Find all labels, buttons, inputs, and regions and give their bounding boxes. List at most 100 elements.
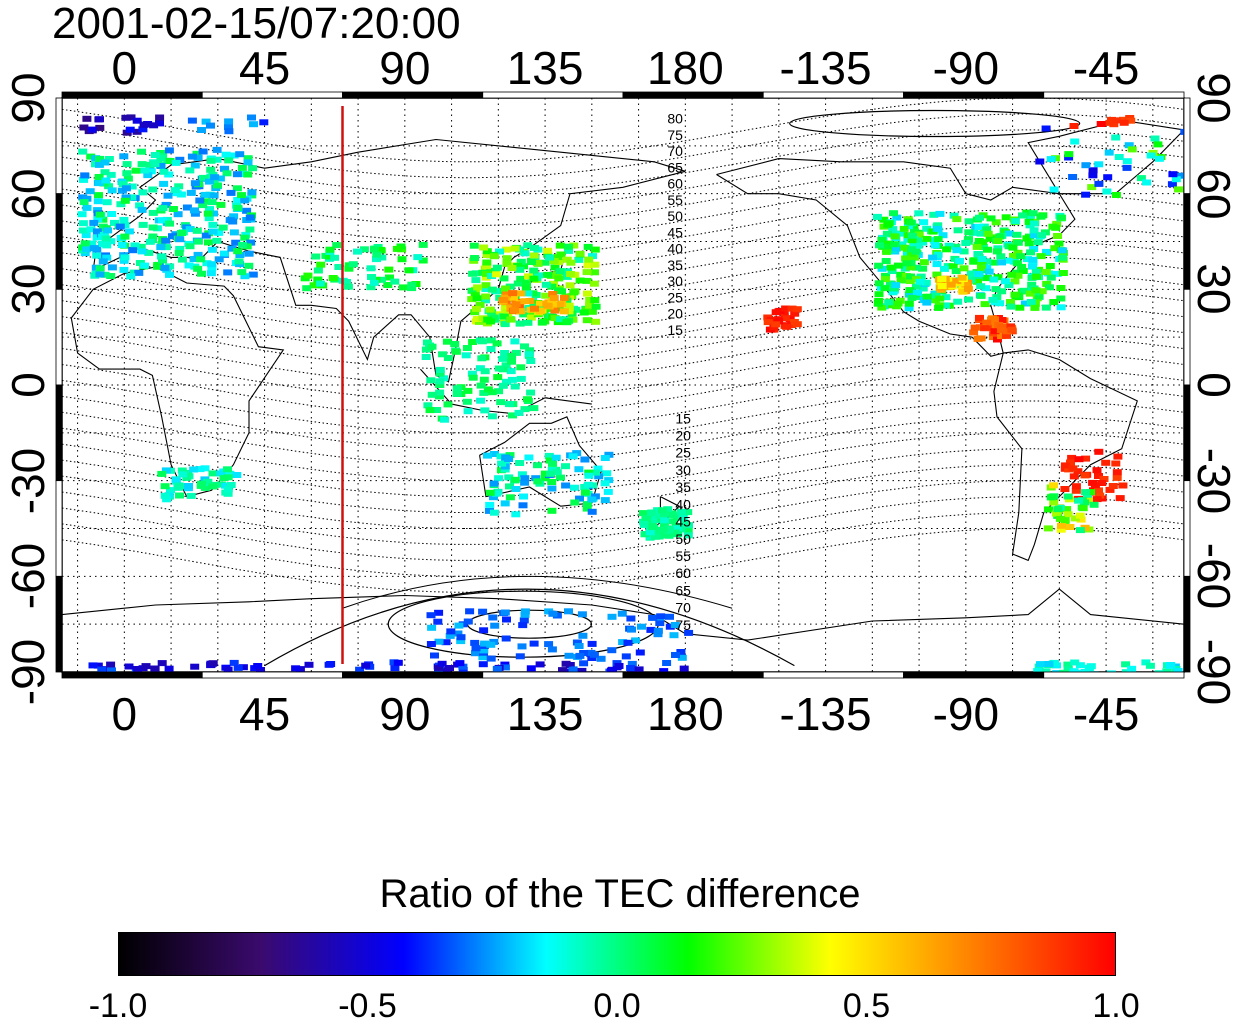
mag-lat-contour [61,145,1185,211]
tec-cell [1113,453,1123,460]
y-tick-label-right: -90 [1188,638,1240,706]
tec-cell [540,470,550,477]
axis-bar-left [55,480,63,577]
tec-cell [390,278,400,285]
tec-cell [1013,239,1023,246]
tec-cell [177,230,186,236]
tec-cell [159,168,169,175]
tec-cell [470,255,480,261]
tec-cell [483,386,493,393]
tec-cell [116,201,126,208]
tec-cell [1007,326,1017,333]
tec-cell [1150,135,1160,142]
tec-cell [219,475,229,482]
tec-cell [520,406,530,413]
tec-cell [520,298,530,305]
tec-cell [330,254,340,261]
tec-cell [1012,260,1022,267]
tec-cell [922,299,932,306]
tec-cell [792,321,802,328]
tec-cell [533,462,542,469]
tec-cell [94,161,104,168]
tec-cell [510,307,519,314]
tec-cell [206,157,216,164]
tec-cell [1018,212,1027,219]
tec-cell [882,248,892,255]
tec-cell [479,627,489,634]
tec-cell [157,660,167,667]
tec-cell [511,349,521,356]
tec-cell [489,314,499,321]
tec-cell [975,214,984,221]
tec-cell [648,614,658,621]
tec-cell [456,634,466,641]
tec-cell [941,294,951,301]
tec-cell [158,257,167,264]
tec-cell [1042,280,1052,287]
tec-cell [1173,668,1183,674]
tec-cell [107,211,117,217]
tec-cell [418,257,428,264]
tec-cell [1024,240,1034,247]
tec-cell [413,254,423,261]
tec-cell [1028,256,1038,263]
tec-cell [437,660,447,667]
tec-cell [996,253,1006,260]
tec-cell [243,171,253,178]
tec-cell [507,353,517,359]
tec-cell [1066,459,1075,466]
tec-cell [880,276,890,283]
tec-cell [1119,119,1129,126]
tec-cell [227,245,237,252]
tec-cell [190,207,199,214]
tec-cell [564,247,573,254]
tec-cell [510,338,520,345]
tec-cell [421,346,431,353]
tec-cell [137,161,147,168]
tec-cell [529,405,539,412]
tec-cell [132,117,142,124]
tec-cell [1073,468,1083,475]
tec-cell [366,284,376,291]
tec-cell [485,489,495,496]
tec-cell [600,455,610,461]
tec-cell [992,248,1002,255]
tec-cell [922,225,932,232]
tec-cell [127,183,137,190]
axis-bar-bottom [903,671,1045,679]
tec-cell [645,529,655,536]
tec-cell [543,247,552,254]
contour-label: 15 [675,410,691,426]
tec-cell [207,261,217,268]
tec-cell [653,631,663,638]
x-tick-label-top: 135 [506,42,584,94]
tec-cell [901,255,911,262]
tec-cell [88,662,98,669]
tec-cell [578,632,588,639]
tec-cell [492,665,502,672]
tec-cell [165,158,175,164]
tec-cell [1051,510,1061,517]
tec-cell [935,295,945,302]
tec-cell [995,233,1005,240]
tec-cell [564,302,574,309]
tec-cell [900,265,910,272]
tec-cell [590,261,600,268]
tec-cell [558,667,567,674]
tec-cell [244,250,254,257]
tec-cell [160,492,170,499]
tec-cell [1036,661,1045,668]
tec-cell [82,204,92,211]
tec-cell [207,246,217,253]
tec-cell [1041,668,1051,675]
tec-cell [193,238,203,245]
contour-label: 35 [675,479,691,495]
tec-cell [144,249,154,256]
tec-cell [532,259,542,266]
tec-cell [426,612,436,619]
tec-cell [1141,659,1151,666]
mag-lat-contour [61,496,1185,561]
tec-cell [1063,493,1073,500]
tec-cell [1094,180,1104,187]
tec-cell [520,475,530,482]
